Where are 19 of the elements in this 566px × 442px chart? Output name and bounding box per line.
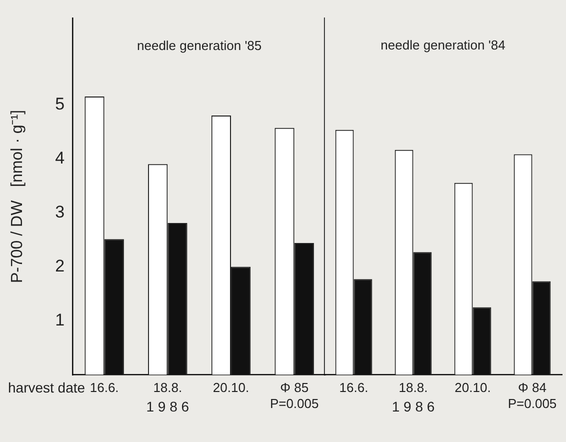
x-axis-title: harvest date	[8, 380, 86, 396]
x-tick-label: 16.6.	[339, 380, 368, 396]
y-tick-label: 5	[55, 94, 65, 114]
y-tick-label: 1	[55, 310, 65, 330]
text: 1 9 8 6	[146, 398, 190, 415]
x-tick-label: 18.8.	[398, 380, 428, 396]
x-tick-label: Φ 84 P=0.005	[508, 380, 557, 411]
text: needle generation '84	[380, 38, 506, 53]
x-tick-label: 20.10.	[212, 380, 250, 396]
y-tick-label: 2	[55, 256, 65, 276]
y-tick-label: 3	[55, 202, 65, 222]
text: needle generation '85	[137, 38, 262, 53]
text: 1 9 8 6	[392, 398, 435, 415]
y-axis-title: P-700 / DW [nmol · g⁻¹]	[9, 110, 26, 284]
x-tick-label: Φ 85 P=0.005	[270, 380, 319, 411]
x-tick-label: 16.6.	[90, 380, 119, 396]
y-tick-label: 4	[55, 148, 65, 168]
x-tick-label: 18.8.	[153, 380, 182, 396]
x-tick-label: 20.10.	[454, 380, 491, 396]
